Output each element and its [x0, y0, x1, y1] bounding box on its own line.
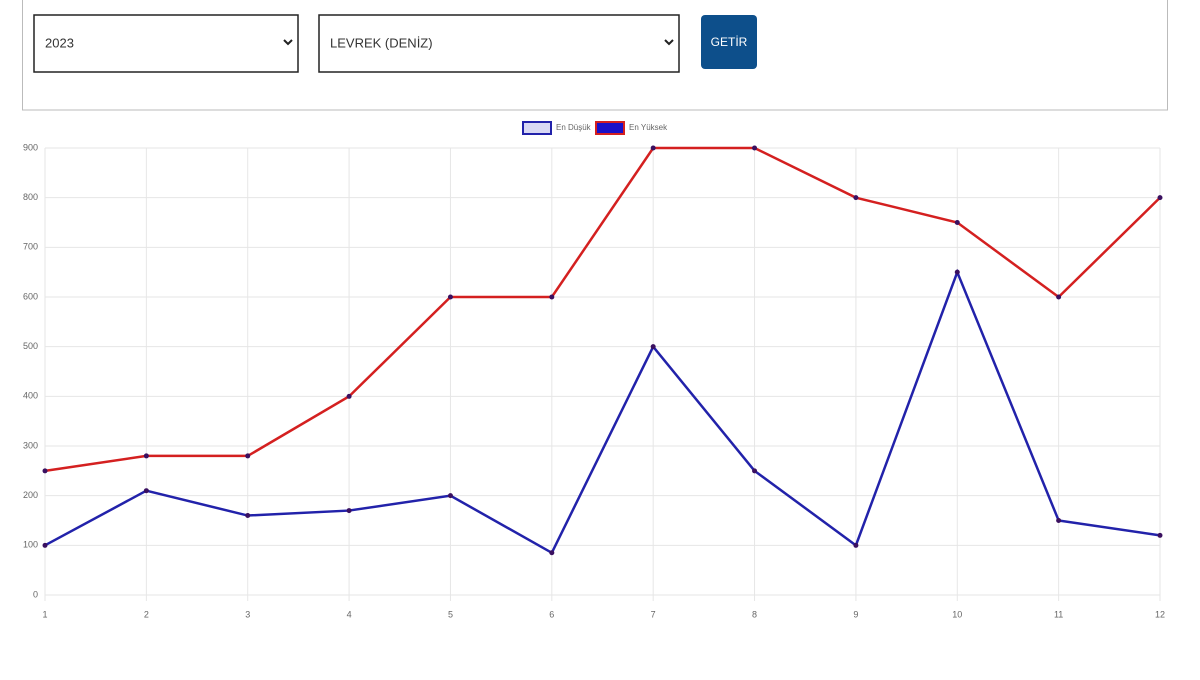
select-value: LEVREK (DENİZ): [330, 35, 433, 50]
data-point: [549, 294, 555, 300]
data-point: [853, 542, 859, 548]
data-point: [245, 513, 251, 519]
x-tick-label: 11: [1054, 609, 1063, 619]
data-point: [853, 195, 859, 201]
y-tick-label: 300: [23, 440, 38, 450]
x-tick-label: 1: [42, 609, 47, 619]
x-tick-label: 9: [853, 609, 858, 619]
x-tick-label: 10: [952, 609, 962, 619]
x-tick-label: 6: [549, 609, 554, 619]
data-point: [752, 145, 758, 151]
data-point: [1157, 195, 1163, 201]
data-point: [954, 269, 960, 275]
data-point: [752, 468, 758, 474]
product-select[interactable]: LEVREK (DENİZ): [318, 14, 680, 73]
y-tick-label: 700: [23, 242, 38, 252]
x-tick-label: 7: [651, 609, 656, 619]
data-point: [42, 542, 48, 548]
y-tick-label: 200: [23, 490, 38, 500]
select-box[interactable]: [33, 14, 299, 73]
data-point: [143, 453, 149, 459]
data-point: [447, 294, 453, 300]
data-point: [1157, 532, 1163, 538]
x-tick-label: 3: [245, 609, 250, 619]
legend-label: En Düşük: [556, 123, 592, 132]
x-tick-label: 12: [1155, 609, 1165, 619]
y-tick-label: 800: [23, 192, 38, 202]
y-tick-label: 900: [23, 142, 38, 152]
y-tick-label: 400: [23, 391, 38, 401]
series-line: [44, 146, 1161, 473]
select-value: 2023: [45, 35, 74, 50]
series-line: [44, 268, 1161, 555]
select-box[interactable]: [318, 14, 680, 73]
x-tick-label: 2: [144, 609, 149, 619]
data-point: [42, 468, 48, 474]
button-bg[interactable]: [701, 15, 757, 69]
y-tick-label: 500: [23, 341, 38, 351]
data-point: [1056, 294, 1062, 300]
legend-label: En Yüksek: [629, 123, 668, 132]
legend-swatch: [522, 121, 552, 135]
data-point: [549, 550, 555, 556]
button-label: GETİR: [711, 35, 748, 49]
data-point: [245, 453, 251, 459]
legend-swatch: [595, 121, 625, 135]
x-tick-label: 4: [347, 609, 352, 619]
data-point: [346, 508, 352, 514]
y-tick-label: 0: [33, 589, 38, 599]
data-point: [1056, 518, 1062, 523]
data-point: [143, 488, 149, 494]
y-tick-label: 100: [23, 540, 38, 550]
x-tick-label: 8: [752, 609, 757, 619]
data-point: [650, 344, 656, 350]
chevron: [664, 39, 674, 46]
year-select[interactable]: 2023: [33, 14, 299, 73]
chevron: [283, 39, 293, 46]
data-point: [954, 220, 960, 225]
x-tick-label: 5: [448, 609, 453, 619]
data-point: [346, 393, 352, 399]
data-point: [650, 145, 656, 151]
y-tick-label: 600: [23, 291, 38, 301]
submit-button[interactable]: GETİR: [701, 15, 757, 69]
data-point: [447, 493, 453, 499]
